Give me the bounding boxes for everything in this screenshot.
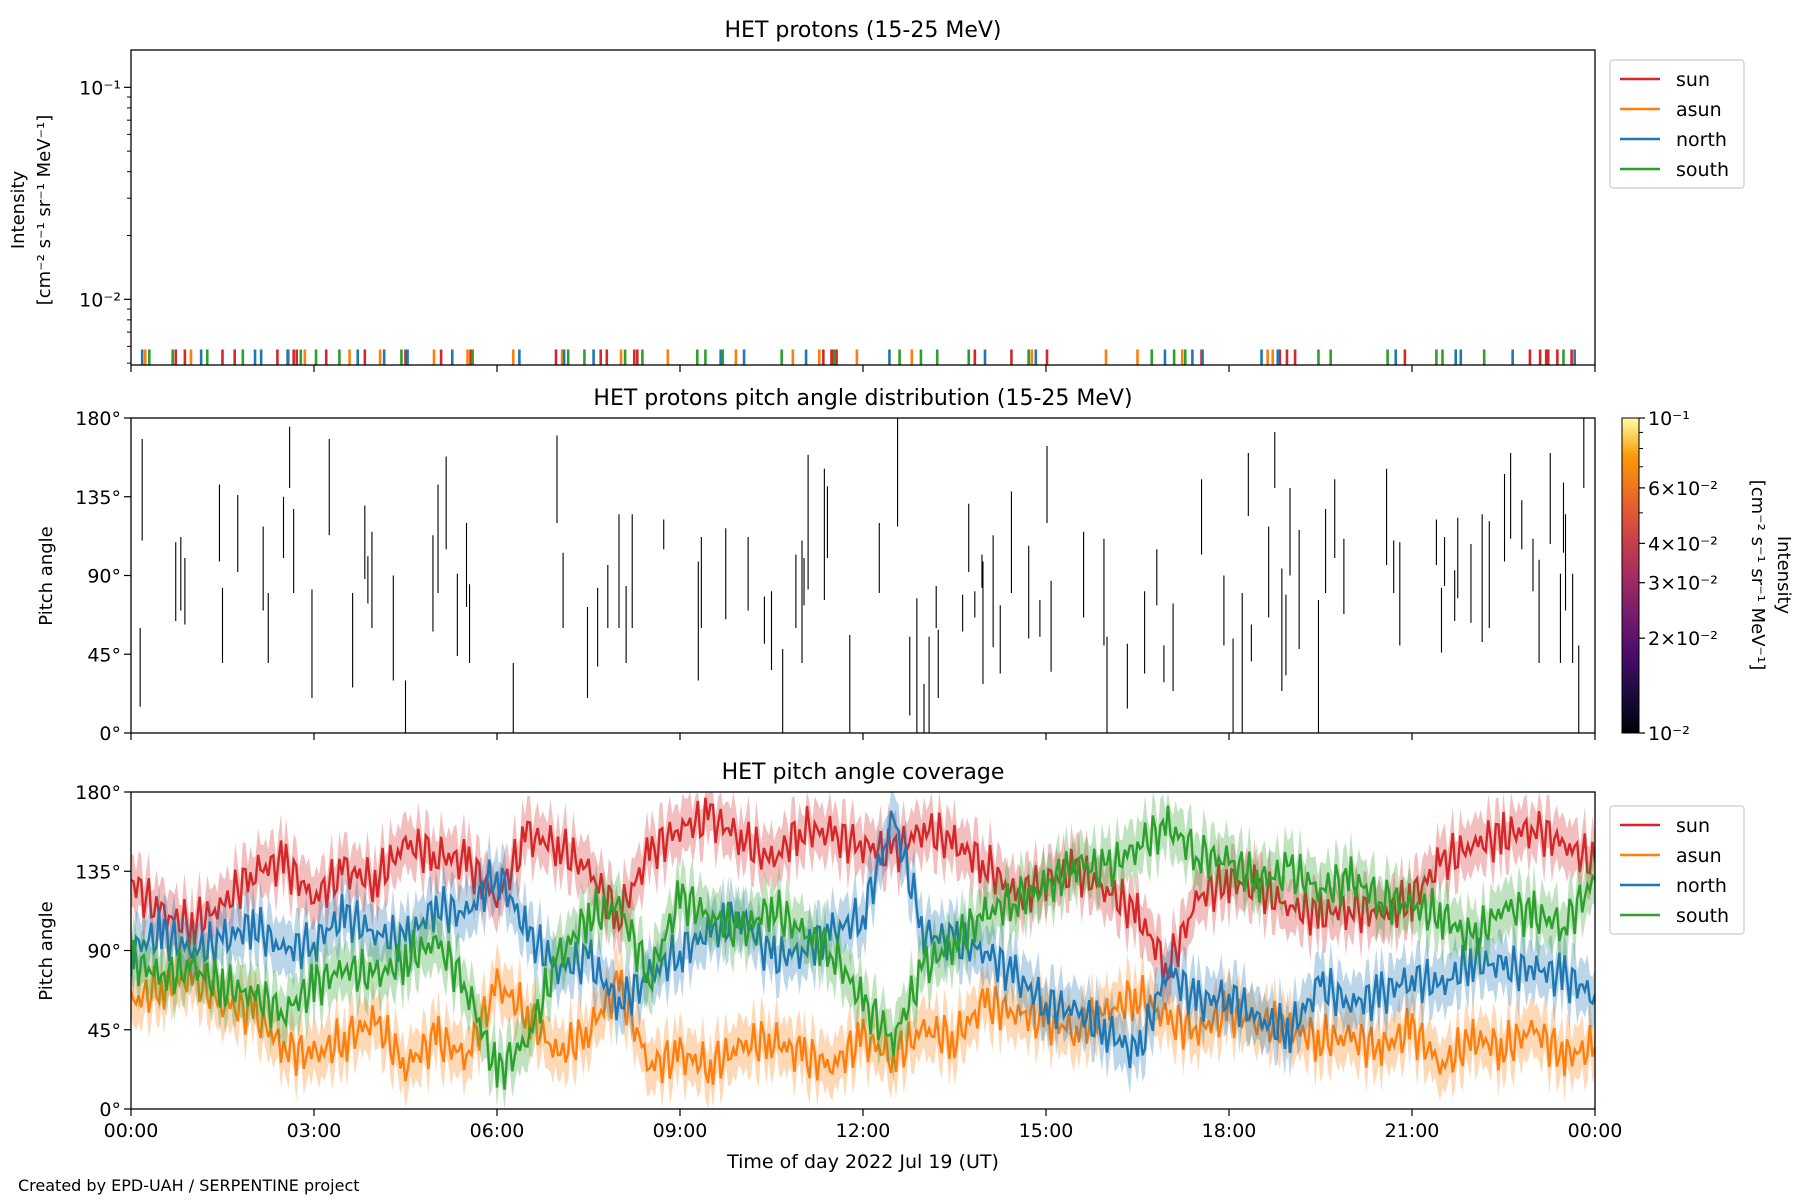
y-tick-label: 180°: [75, 408, 121, 430]
colorbar-label: Intensity: [1773, 536, 1794, 615]
y-tick-label: 180°: [75, 782, 121, 804]
y-tick-label: 45°: [87, 644, 121, 666]
x-tick-label: 18:00: [1202, 1120, 1257, 1142]
legend-label-north: north: [1676, 129, 1727, 151]
panel-pitch-coverage: HET pitch angle coverage 0° 45° 90° 135° 180…: [36, 760, 1745, 1173]
coverage-line-south: [131, 805, 1595, 1090]
y-tick-label: 0°: [99, 723, 121, 745]
colorbar-tick-label: 10⁻²: [1648, 723, 1690, 745]
x-tick-label: 06:00: [470, 1120, 525, 1142]
colorbar-tick-label: 3×10⁻²: [1648, 573, 1718, 595]
panel-1-ylabel: Intensity: [8, 170, 29, 249]
panel-3-ylabel: Pitch angle: [36, 901, 57, 1000]
legend-label-sun: sun: [1676, 69, 1710, 91]
panel-1-series: [140, 349, 1576, 365]
panel-1-title: HET protons (15-25 MeV): [725, 18, 1002, 43]
y-tick-label: 90°: [87, 941, 121, 963]
y-tick-label: 0°: [99, 1099, 121, 1121]
x-tick-label: 12:00: [836, 1120, 891, 1142]
y-tick-label: 45°: [87, 1020, 121, 1042]
panel-2-segments: [139, 418, 1585, 733]
legend-box: [1609, 805, 1745, 935]
panel-2-x-ticks: [130, 733, 1596, 740]
legend-label-north: north: [1676, 875, 1727, 897]
x-tick-label: 21:00: [1385, 1120, 1440, 1142]
colorbar-tick-label: 4×10⁻²: [1648, 533, 1718, 555]
legend-label-asun: asun: [1676, 845, 1722, 867]
colorbar-tick-label: 6×10⁻²: [1648, 478, 1718, 500]
colorbar-tick-label: 10⁻¹: [1648, 408, 1690, 430]
panel-1-yunit: [cm⁻² s⁻¹ sr⁻¹ MeV⁻¹]: [34, 115, 55, 306]
y-tick-label: 10⁻²: [79, 289, 121, 311]
panel-intensity: HET protons (15-25 MeV) 10⁻² 10⁻¹ Intensi…: [8, 18, 1745, 372]
panel-3-x-ticks: 00:00 03:00 06:00 09:00 12:00 15:00 18:00 21:00…: [104, 1109, 1623, 1142]
panel-3-series: [131, 792, 1595, 1109]
panel-1-y-ticks: 10⁻² 10⁻¹: [79, 77, 131, 364]
coverage-band-north: [131, 792, 1595, 1095]
panel-2-y-ticks: 0° 45° 90° 135° 180°: [75, 408, 131, 745]
colorbar-gradient: [1621, 417, 1640, 734]
panel-2-ylabel: Pitch angle: [36, 526, 57, 625]
x-tick-label: 00:00: [1568, 1120, 1623, 1142]
panel-pitch-distribution: HET protons pitch angle distribution (15…: [36, 386, 1794, 745]
y-tick-label: 10⁻¹: [79, 77, 121, 99]
x-tick-label: 00:00: [104, 1120, 159, 1142]
panel-2-title: HET protons pitch angle distribution (15…: [593, 386, 1132, 411]
legend-box: [1609, 59, 1745, 189]
x-tick-label: 15:00: [1019, 1120, 1074, 1142]
panel-1-x-ticks: [130, 365, 1596, 372]
colorbar-ticks: 10⁻² 2×10⁻² 3×10⁻² 4×10⁻² 6×10⁻² 10⁻¹: [1639, 408, 1718, 745]
coverage-line-sun: [131, 797, 1595, 983]
y-tick-label: 135°: [75, 487, 121, 509]
panel-2-frame: [130, 417, 1596, 734]
legend-label-asun: asun: [1676, 99, 1722, 121]
y-tick-label: 90°: [87, 566, 121, 588]
x-tick-label: 03:00: [287, 1120, 342, 1142]
legend-label-south: south: [1676, 905, 1729, 927]
panel-3-y-ticks: 0° 45° 90° 135° 180°: [75, 782, 131, 1121]
panel-3-legend: sun asun north south: [1609, 805, 1745, 935]
colorbar-unit: [cm⁻² s⁻¹ sr⁻¹ MeV⁻¹]: [1747, 480, 1768, 671]
coverage-line-north: [131, 810, 1595, 1069]
panel-1-legend: sun asun north south: [1609, 59, 1745, 189]
colorbar-tick-label: 2×10⁻²: [1648, 628, 1718, 650]
coverage-line-asun: [131, 958, 1595, 1085]
panel-1-frame: [130, 49, 1596, 366]
coverage-band-sun: [131, 792, 1595, 1010]
colorbar: 10⁻² 2×10⁻² 3×10⁻² 4×10⁻² 6×10⁻² 10⁻¹ Intensi…: [1621, 408, 1794, 745]
x-tick-label: 09:00: [653, 1120, 708, 1142]
coverage-band-south: [131, 792, 1595, 1109]
legend-label-sun: sun: [1676, 815, 1710, 837]
y-tick-label: 135°: [75, 861, 121, 883]
panel-3-xlabel: Time of day 2022 Jul 19 (UT): [726, 1151, 999, 1173]
legend-label-south: south: [1676, 159, 1729, 181]
panel-3-title: HET pitch angle coverage: [722, 760, 1005, 785]
credit-text: Created by EPD-UAH / SERPENTINE project: [18, 1176, 360, 1195]
